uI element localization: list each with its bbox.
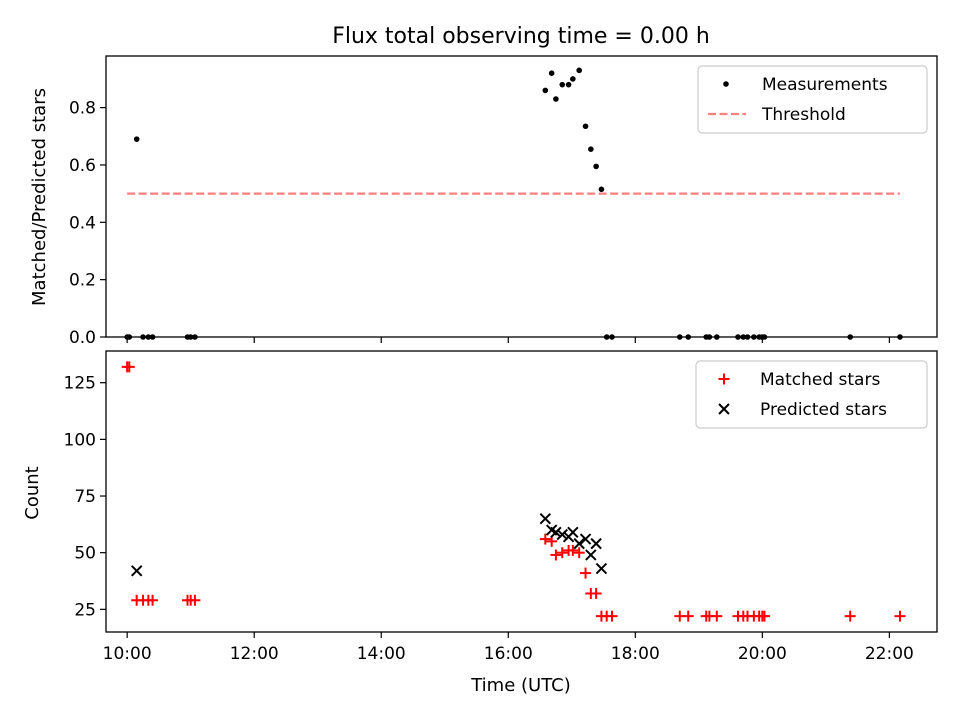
- predicted-star-point: [595, 562, 608, 575]
- matched-star-point: [711, 610, 723, 622]
- top-ytick-label: 0.6: [69, 156, 96, 176]
- bottom-series-1: [130, 512, 608, 577]
- predicted-star-point: [550, 526, 562, 538]
- measurement-point: [133, 136, 140, 142]
- legend-label: Threshold: [761, 105, 846, 125]
- legend-predicted-swatch: [718, 403, 730, 415]
- legend-label: Measurements: [762, 75, 888, 95]
- top-ytick-label: 0.8: [69, 99, 96, 119]
- legend-measurement-swatch: [723, 81, 729, 87]
- legend-label: Matched stars: [760, 370, 880, 390]
- matched-star-point: [123, 361, 135, 373]
- top-ytick-label: 0.2: [69, 271, 96, 291]
- measurement-point: [548, 70, 555, 77]
- matched-star-point: [567, 544, 579, 556]
- measurement-point: [593, 163, 599, 170]
- bottom-ytick-label: 25: [74, 600, 96, 620]
- top-axes-frame: [105, 55, 938, 338]
- predicted-star-point: [130, 565, 143, 577]
- predicted-star-point: [585, 549, 597, 561]
- top-ytick-label: 0.4: [69, 213, 96, 233]
- bottom-ytick-label: 125: [64, 374, 96, 394]
- matched-star-point: [682, 610, 694, 622]
- xtick-label: 22:00: [865, 644, 914, 664]
- legend-matched-swatch: [718, 373, 730, 385]
- predicted-star-point: [573, 537, 585, 550]
- measurement-point: [570, 76, 576, 82]
- matched-star-point: [758, 610, 770, 622]
- predicted-star-point: [567, 526, 579, 538]
- matched-star-point: [894, 610, 906, 622]
- matched-star-point: [606, 610, 618, 622]
- chart-title: Flux total observing time = 0.00 h: [332, 24, 710, 49]
- matched-star-point: [844, 610, 856, 622]
- predicted-star-point: [590, 537, 602, 550]
- bottom-ytick-label: 100: [64, 430, 96, 450]
- xtick-label: 20:00: [738, 644, 787, 664]
- bottom-axes: 25 50 75 100 125 10:00 12:00 14:00 16:00 18:00 20:…: [64, 350, 938, 664]
- measurement-point: [598, 186, 605, 193]
- bottom-series-0: [121, 361, 906, 622]
- matched-star-point: [550, 549, 562, 561]
- matched-star-point: [539, 533, 551, 545]
- xtick-label: 10:00: [103, 644, 152, 664]
- bottom-legend: Matched stars Predicted stars: [695, 360, 928, 429]
- xtick-label: 18:00: [611, 644, 660, 664]
- matched-star-point: [189, 594, 201, 606]
- matched-star-point: [590, 587, 602, 599]
- measurement-point: [576, 67, 582, 74]
- bottom-ytick-label: 50: [74, 544, 96, 564]
- legend-box: [695, 360, 928, 429]
- xtick-label: 12:00: [230, 644, 279, 664]
- top-ylabel: Matched/Predicted stars: [29, 88, 50, 306]
- predicted-star-point: [579, 533, 592, 545]
- measurement-point: [542, 87, 549, 94]
- measurement-point: [588, 146, 594, 152]
- measurement-point: [582, 123, 589, 130]
- legend-box: [697, 65, 928, 134]
- top-legend: Measurements Threshold: [697, 65, 928, 134]
- matched-star-point: [573, 547, 585, 559]
- top-ytick-label: 0.0: [69, 328, 96, 348]
- legend-label: Predicted stars: [760, 400, 887, 420]
- measurement-point: [553, 96, 559, 102]
- xtick-label: 16:00: [484, 644, 533, 664]
- predicted-star-point: [539, 512, 552, 525]
- measurement-point: [565, 81, 572, 88]
- bottom-ytick-label: 75: [74, 487, 96, 507]
- predicted-star-point: [556, 528, 568, 541]
- matched-star-point: [556, 547, 568, 559]
- measurement-point: [559, 81, 566, 88]
- matched-star-point: [147, 594, 159, 606]
- xtick-label: 14:00: [357, 644, 406, 664]
- bottom-axes-frame: [105, 350, 938, 633]
- bottom-xlabel: Time (UTC): [470, 675, 571, 696]
- bottom-ylabel: Count: [22, 466, 43, 519]
- top-axes: 0.0 0.2 0.4 0.6 0.8 Measurements Threshold: [69, 55, 938, 348]
- matched-star-point: [580, 567, 592, 579]
